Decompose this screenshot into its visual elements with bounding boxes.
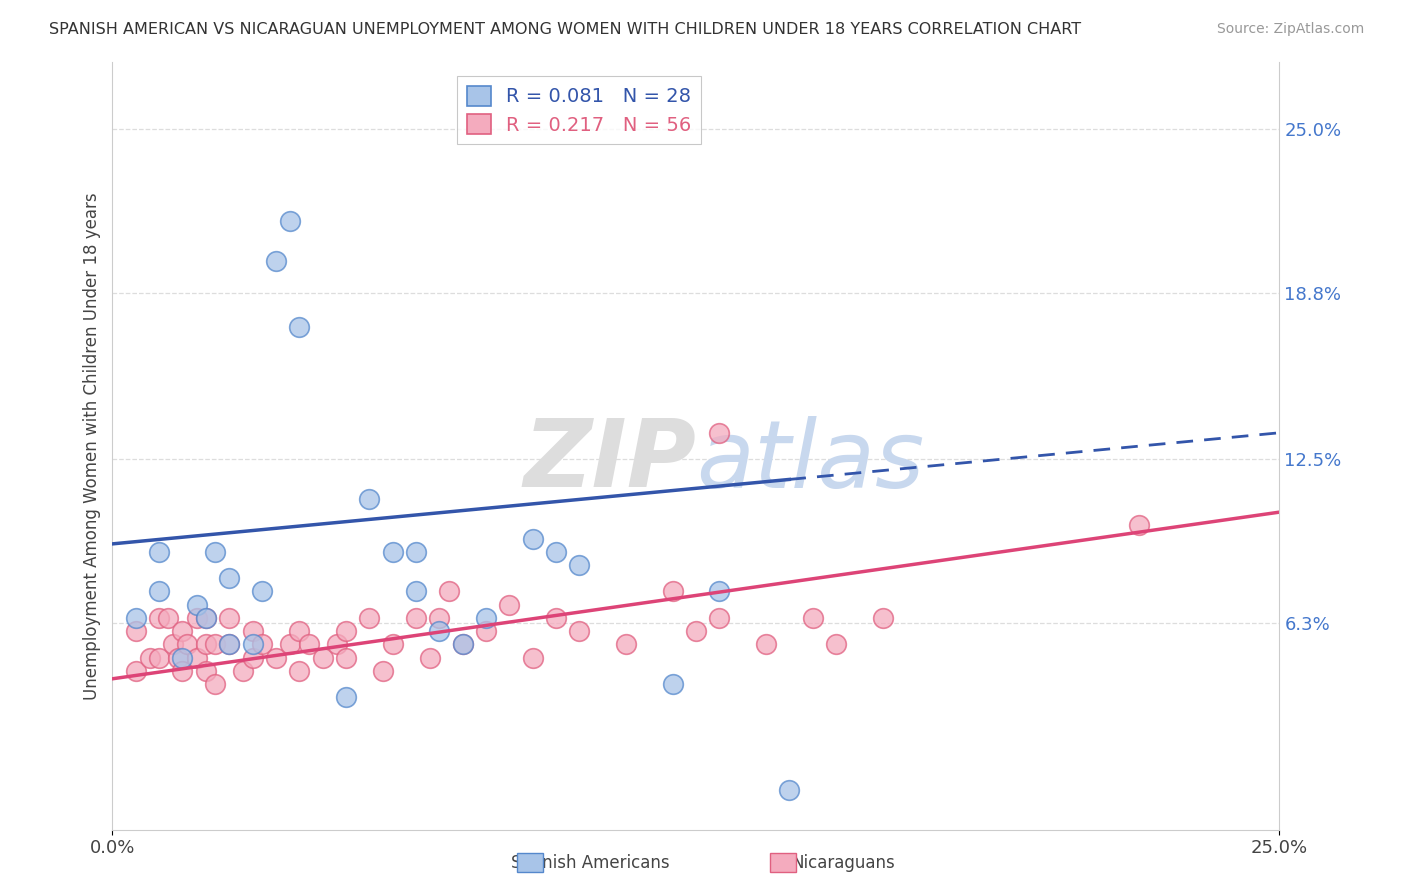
Point <box>381 545 404 559</box>
Point <box>522 650 544 665</box>
Point <box>288 624 311 639</box>
Point <box>568 558 591 572</box>
Point <box>405 545 427 559</box>
Point <box>381 637 404 651</box>
Point <box>335 624 357 639</box>
Point <box>250 637 273 651</box>
Point <box>544 545 567 559</box>
Point <box>297 637 319 651</box>
Point <box>242 650 264 665</box>
Point <box>218 637 240 651</box>
Point <box>661 584 683 599</box>
Point <box>451 637 474 651</box>
Point <box>204 677 226 691</box>
Point <box>475 611 498 625</box>
Point <box>709 611 731 625</box>
Point <box>204 637 226 651</box>
Point <box>568 624 591 639</box>
Point <box>186 650 208 665</box>
Text: SPANISH AMERICAN VS NICARAGUAN UNEMPLOYMENT AMONG WOMEN WITH CHILDREN UNDER 18 Y: SPANISH AMERICAN VS NICARAGUAN UNEMPLOYM… <box>49 22 1081 37</box>
Point <box>157 611 180 625</box>
Point <box>1128 518 1150 533</box>
Point <box>451 637 474 651</box>
Point <box>825 637 848 651</box>
Point <box>125 624 148 639</box>
Point <box>288 320 311 334</box>
Text: Spanish Americans: Spanish Americans <box>512 855 669 872</box>
Point <box>437 584 460 599</box>
Point <box>166 650 188 665</box>
Point <box>498 598 520 612</box>
Text: atlas: atlas <box>696 416 924 507</box>
Point <box>405 611 427 625</box>
Point <box>194 611 217 625</box>
Point <box>427 611 450 625</box>
Point <box>427 624 450 639</box>
Point <box>204 545 226 559</box>
Point <box>232 664 254 678</box>
Point <box>359 611 381 625</box>
Point <box>544 611 567 625</box>
Text: Source: ZipAtlas.com: Source: ZipAtlas.com <box>1216 22 1364 37</box>
Point <box>172 624 194 639</box>
Point <box>218 611 240 625</box>
Point <box>218 571 240 585</box>
Text: ZIP: ZIP <box>523 416 696 508</box>
Point <box>139 650 162 665</box>
Point <box>475 624 498 639</box>
Point <box>278 637 301 651</box>
Point <box>311 650 333 665</box>
Point <box>264 650 287 665</box>
Point <box>373 664 395 678</box>
Point <box>186 611 208 625</box>
Point <box>709 425 731 440</box>
Point <box>148 584 170 599</box>
Point <box>148 545 170 559</box>
Point <box>419 650 441 665</box>
Point <box>614 637 637 651</box>
Point <box>162 637 184 651</box>
Point <box>242 637 264 651</box>
Point <box>278 214 301 228</box>
Point <box>778 783 800 797</box>
Point <box>186 598 208 612</box>
Point <box>194 664 217 678</box>
Point <box>325 637 347 651</box>
Point <box>335 650 357 665</box>
Point <box>335 690 357 705</box>
Legend: R = 0.081   N = 28, R = 0.217   N = 56: R = 0.081 N = 28, R = 0.217 N = 56 <box>457 76 702 145</box>
Point <box>148 611 170 625</box>
Point <box>172 650 194 665</box>
Y-axis label: Unemployment Among Women with Children Under 18 years: Unemployment Among Women with Children U… <box>83 192 101 700</box>
Text: Nicaraguans: Nicaraguans <box>792 855 896 872</box>
Point <box>264 253 287 268</box>
Point <box>194 637 217 651</box>
Point <box>801 611 824 625</box>
Point <box>125 664 148 678</box>
Point <box>250 584 273 599</box>
Point <box>359 491 381 506</box>
Point <box>288 664 311 678</box>
Point <box>685 624 707 639</box>
Point <box>872 611 894 625</box>
Point <box>755 637 778 651</box>
Point <box>125 611 148 625</box>
Point <box>194 611 217 625</box>
Point <box>405 584 427 599</box>
Point <box>522 532 544 546</box>
Point <box>148 650 170 665</box>
Point <box>218 637 240 651</box>
Point <box>172 664 194 678</box>
Point <box>242 624 264 639</box>
Point <box>176 637 198 651</box>
Point <box>661 677 683 691</box>
Point <box>709 584 731 599</box>
